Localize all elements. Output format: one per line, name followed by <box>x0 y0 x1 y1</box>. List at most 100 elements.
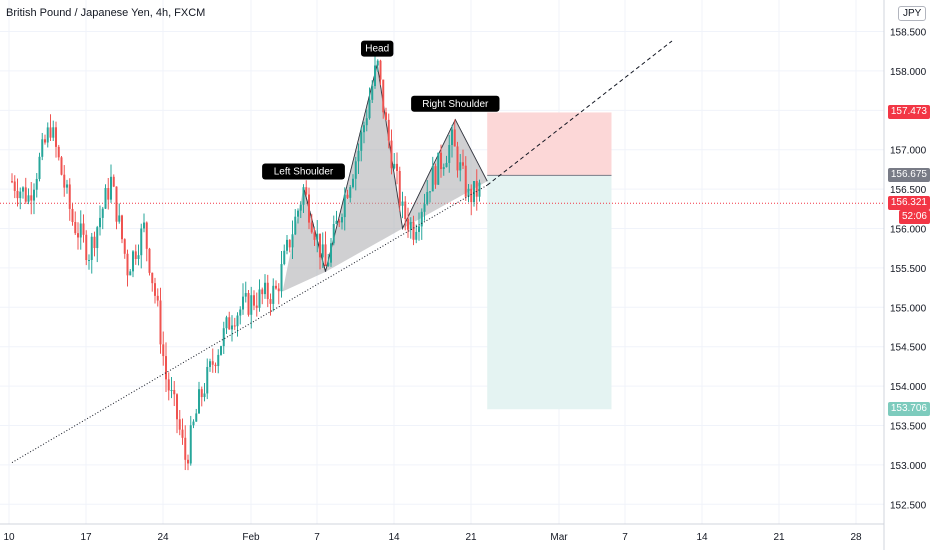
candle-body <box>258 289 261 308</box>
pattern-label-text: Right Shoulder <box>422 99 489 110</box>
candle-body <box>283 250 286 265</box>
candle-body <box>470 188 473 203</box>
candle-body <box>118 215 121 222</box>
candle-body <box>286 239 288 251</box>
candle-body <box>13 181 16 191</box>
last-price-tag: 156.321 <box>887 196 930 211</box>
candle-body <box>379 60 382 80</box>
time-tick-label: 21 <box>773 532 785 543</box>
candle-body <box>343 194 346 218</box>
candle-body <box>167 379 170 391</box>
candle-body <box>68 184 71 209</box>
candle-body <box>187 459 189 464</box>
candle-body <box>11 181 13 183</box>
candle-body <box>456 146 459 171</box>
candle-body <box>442 167 445 170</box>
candle-body <box>426 191 429 205</box>
time-tick-label: Feb <box>242 532 260 543</box>
candle-body <box>445 162 448 168</box>
candle-body <box>189 425 192 464</box>
pattern-labels: Left Shoulder Head Right Shoulder <box>262 40 500 180</box>
candle-body <box>352 178 354 188</box>
candle-body <box>459 162 462 171</box>
candle-body <box>33 189 35 201</box>
symbol-title: British Pound / Japanese Yen, 4h, FXCM <box>6 7 206 19</box>
candle-body <box>398 171 401 206</box>
candle-body <box>96 227 99 249</box>
candle-body <box>390 140 393 169</box>
candle-body <box>349 187 352 198</box>
candle-body <box>198 389 200 414</box>
time-tick-label: 10 <box>3 532 15 543</box>
candle-body <box>71 208 74 222</box>
time-tick-label: Mar <box>550 532 568 543</box>
candle-body <box>431 166 434 192</box>
candle-body <box>415 231 418 240</box>
candle-body <box>176 394 178 420</box>
position-zones[interactable] <box>0 112 884 410</box>
candle-body <box>404 201 407 220</box>
candle-body <box>264 282 266 295</box>
candle-body <box>305 187 308 195</box>
candle-body <box>170 390 173 392</box>
candle-body <box>244 293 247 297</box>
candle-body <box>24 187 27 202</box>
price-tick-label: 154.000 <box>890 382 927 393</box>
candle-body <box>308 194 310 223</box>
candle-body <box>382 79 385 113</box>
candle-body <box>41 139 44 157</box>
candle-body <box>123 239 126 254</box>
candle-body <box>90 236 93 261</box>
candle-body <box>233 325 236 327</box>
price-tick-label: 154.500 <box>890 343 927 354</box>
candle-body <box>192 421 195 426</box>
candle-body <box>310 222 313 233</box>
candle-body <box>341 217 343 223</box>
candle-body <box>396 163 398 172</box>
entry-price-tag: 156.675 <box>887 168 930 183</box>
candle-body <box>371 86 374 100</box>
candle-body <box>327 262 330 266</box>
price-tick-label: 158.500 <box>890 28 927 39</box>
candle-body <box>324 244 327 266</box>
price-tick-label: 155.000 <box>890 303 927 314</box>
candle-body <box>448 145 451 163</box>
price-axis[interactable]: 152.500 153.000 153.500 154.000 154.500 155.0… <box>883 0 927 550</box>
currency-badge[interactable]: JPY <box>898 6 927 21</box>
candle-body <box>374 65 376 87</box>
time-tick-label: 7 <box>314 532 320 543</box>
candle-body <box>93 236 96 249</box>
candle-body <box>330 243 332 263</box>
candle-body <box>451 129 453 146</box>
candle-body <box>121 215 123 240</box>
candle-body <box>57 146 60 158</box>
candle-body <box>473 181 475 203</box>
candle-body <box>239 309 242 316</box>
candle-body <box>297 210 299 217</box>
candle-body <box>35 178 38 190</box>
price-tick-label: 157.000 <box>890 146 927 157</box>
candle-body <box>261 289 264 295</box>
candle-body <box>16 190 19 199</box>
candle-body <box>178 419 181 430</box>
time-tick-label: 7 <box>622 532 628 543</box>
candle-body <box>277 288 280 292</box>
candle-body <box>134 251 137 259</box>
pattern-label-text: Head <box>365 44 389 55</box>
candle-body <box>321 244 324 258</box>
candle-body <box>162 344 165 357</box>
time-axis[interactable]: 10 17 24 Feb 7 14 21 Mar 7 14 21 28 <box>0 523 884 543</box>
time-tick-label: 14 <box>388 532 400 543</box>
time-tick-label: 28 <box>850 532 862 543</box>
candle-body <box>30 195 33 201</box>
candle-body <box>387 119 390 141</box>
candle-body <box>335 220 338 225</box>
candle-body <box>145 222 148 249</box>
price-tick-label: 158.000 <box>890 67 927 78</box>
price-tick-label: 156.500 <box>890 185 927 196</box>
candle-body <box>357 150 360 162</box>
candle-body <box>112 176 115 187</box>
candle-body <box>63 174 66 188</box>
